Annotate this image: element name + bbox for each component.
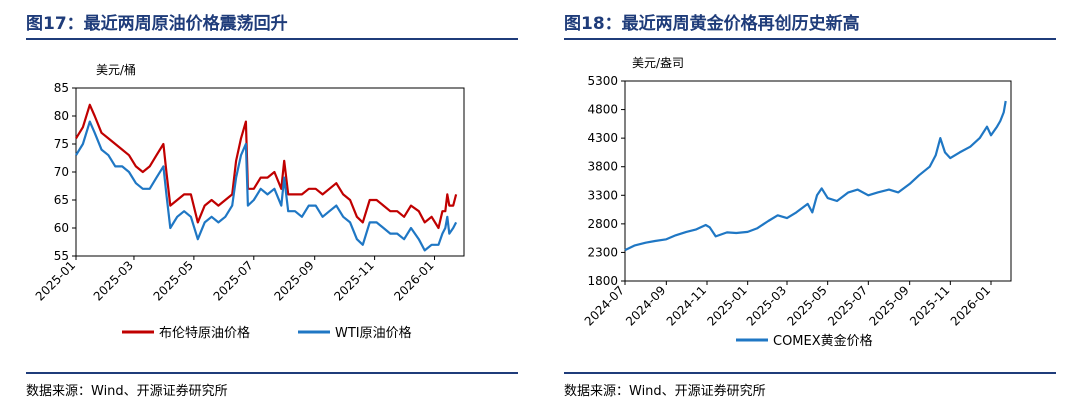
- y-tick-label: 4800: [587, 103, 618, 117]
- x-tick-label: 2025-07: [211, 258, 256, 303]
- series-line-0: [624, 100, 1007, 252]
- y-tick-label: 65: [54, 193, 69, 207]
- figure-title: 图17：最近两周原油价格震荡回升: [26, 14, 288, 34]
- x-tick-label: 2025-11: [331, 258, 376, 303]
- title-rule: [564, 38, 1056, 40]
- y-tick-label: 3300: [587, 188, 618, 202]
- x-tick-label: 2025-05: [784, 283, 829, 328]
- x-tick-label: 2025-09: [866, 283, 911, 328]
- gold-price-chart: 1800 2300 2800 3300 3800 4300 4800 5300 美元/盎司 202…: [582, 56, 1012, 349]
- source-note: 数据来源：Wind、开源证券研究所: [26, 384, 228, 399]
- y-axis-unit: 美元/盎司: [632, 56, 684, 70]
- source-note: 数据来源：Wind、开源证券研究所: [564, 384, 766, 399]
- y-tick-label: 85: [54, 81, 69, 95]
- legend-label: 布伦特原油价格: [159, 325, 250, 341]
- figure-title: 图18：最近两周黄金价格再创历史新高: [564, 14, 860, 34]
- x-tick-label: 2024-07: [582, 283, 627, 328]
- legend-label: COMEX黄金价格: [773, 333, 873, 349]
- plot-frame: [624, 80, 1012, 282]
- chart-panel-oil: 图17：最近两周原油价格震荡回升 55 60 65 70 75 80 85 美元/桶 2025-…: [26, 14, 518, 399]
- oil-price-chart: 55 60 65 70 75 80 85 美元/桶 2025-01 2025-03 2025-05 2…: [33, 62, 465, 341]
- x-tick-label: 2026-01: [948, 283, 993, 328]
- y-tick-label: 80: [54, 109, 69, 123]
- x-tick-label: 2025-09: [271, 258, 316, 303]
- series-line-1: [75, 120, 458, 252]
- title-rule: [26, 38, 518, 40]
- series-line-0: [75, 103, 458, 230]
- y-tick-label: 70: [54, 165, 69, 179]
- y-tick-label: 2800: [587, 217, 618, 231]
- y-tick-label: 1800: [587, 274, 618, 288]
- source-rule: [564, 372, 1056, 374]
- legend-label: WTI原油价格: [335, 325, 412, 341]
- y-tick-label: 3800: [587, 160, 618, 174]
- x-tick-label: 2025-11: [907, 283, 952, 328]
- x-tick-label: 2025-05: [151, 258, 196, 303]
- y-tick-label: 2300: [587, 245, 618, 259]
- x-tick-label: 2025-07: [825, 283, 870, 328]
- x-tick-label: 2025-01: [704, 283, 749, 328]
- x-tick-label: 2025-03: [744, 283, 789, 328]
- plot-frame: [75, 87, 465, 257]
- y-axis-unit: 美元/桶: [96, 62, 136, 77]
- x-tick-label: 2026-01: [391, 258, 436, 303]
- x-tick-label: 2025-03: [91, 258, 136, 303]
- y-tick-label: 5300: [587, 74, 618, 88]
- chart-panel-gold: 图18：最近两周黄金价格再创历史新高 1800 2300 2800 3300 3800 4…: [540, 0, 1080, 418]
- x-tick-label: 2025-01: [33, 258, 78, 303]
- y-tick-label: 4300: [587, 131, 618, 145]
- y-tick-label: 55: [54, 249, 69, 263]
- y-tick-label: 60: [54, 221, 69, 235]
- x-tick-label: 2024-11: [664, 283, 709, 328]
- source-rule: [26, 372, 518, 374]
- x-tick-label: 2024-09: [623, 283, 668, 328]
- y-tick-label: 75: [54, 137, 69, 151]
